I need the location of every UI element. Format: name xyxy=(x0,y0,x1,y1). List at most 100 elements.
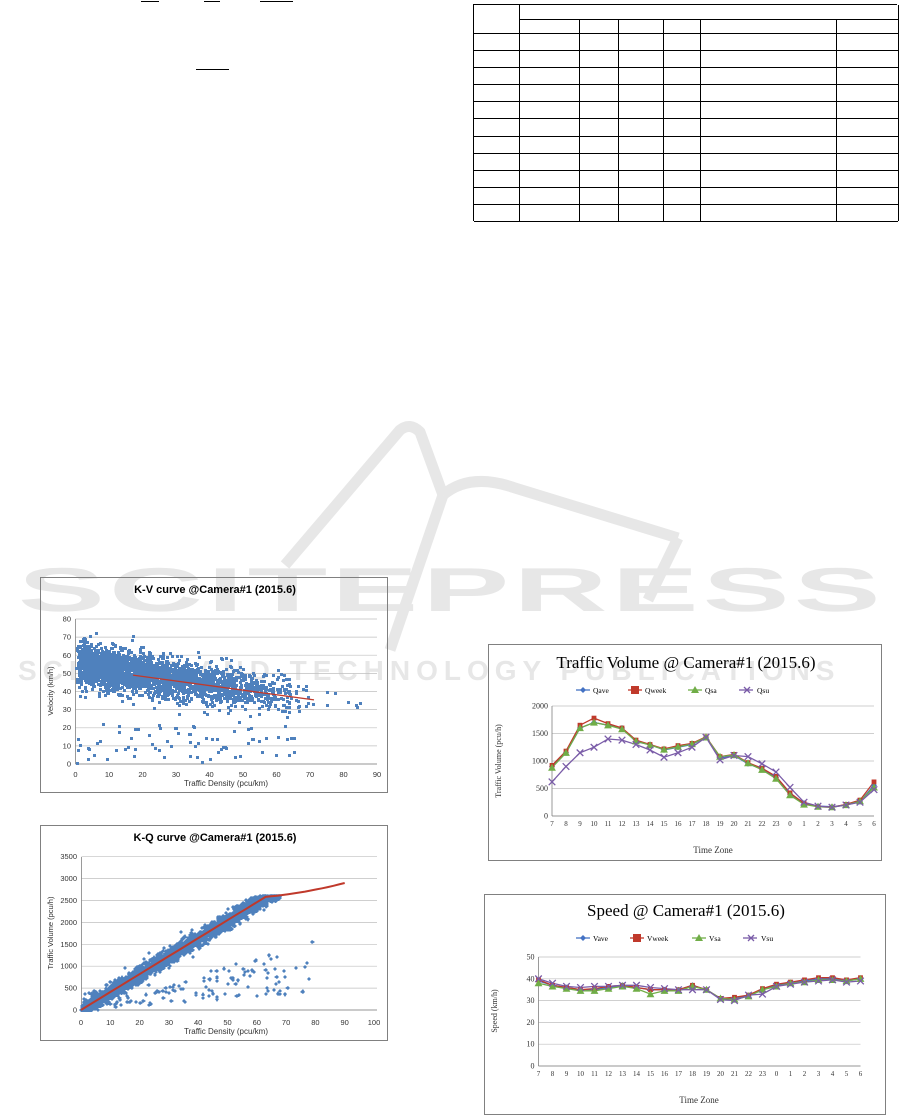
svg-text:17: 17 xyxy=(689,820,697,828)
svg-text:Traffic Density (pcu/km): Traffic Density (pcu/km) xyxy=(184,1027,268,1036)
svg-text:0: 0 xyxy=(544,812,548,821)
svg-text:60: 60 xyxy=(63,651,71,660)
svg-text:7: 7 xyxy=(550,820,554,828)
svg-text:18: 18 xyxy=(689,1070,697,1078)
svg-text:10: 10 xyxy=(577,1070,585,1078)
svg-text:14: 14 xyxy=(633,1070,641,1078)
svg-text:15: 15 xyxy=(647,1070,655,1078)
svg-text:23: 23 xyxy=(773,820,781,828)
svg-text:22: 22 xyxy=(745,1070,753,1078)
svg-text:30: 30 xyxy=(63,705,71,714)
svg-text:20: 20 xyxy=(135,1018,143,1027)
svg-text:1: 1 xyxy=(789,1070,793,1078)
svg-text:0: 0 xyxy=(775,1070,779,1078)
svg-text:40: 40 xyxy=(527,974,535,983)
svg-text:0: 0 xyxy=(73,1006,77,1015)
svg-text:0: 0 xyxy=(788,820,792,828)
svg-text:8: 8 xyxy=(564,820,568,828)
svg-text:100: 100 xyxy=(368,1018,381,1027)
svg-text:Time Zone: Time Zone xyxy=(679,1095,718,1105)
svg-text:3500: 3500 xyxy=(60,852,77,861)
svg-text:70: 70 xyxy=(63,633,71,642)
svg-text:40: 40 xyxy=(194,1018,202,1027)
svg-text:8: 8 xyxy=(551,1070,555,1078)
svg-text:50: 50 xyxy=(63,669,71,678)
svg-text:3000: 3000 xyxy=(60,874,77,883)
svg-text:10: 10 xyxy=(591,820,599,828)
svg-text:80: 80 xyxy=(311,1018,319,1027)
svg-text:14: 14 xyxy=(647,820,655,828)
svg-text:70: 70 xyxy=(282,1018,290,1027)
svg-text:15: 15 xyxy=(661,820,669,828)
svg-text:50: 50 xyxy=(239,770,247,779)
svg-text:13: 13 xyxy=(633,820,641,828)
svg-text:19: 19 xyxy=(703,1070,711,1078)
svg-text:30: 30 xyxy=(165,1018,173,1027)
svg-text:30: 30 xyxy=(527,996,535,1005)
svg-text:70: 70 xyxy=(306,770,314,779)
svg-text:16: 16 xyxy=(661,1070,669,1078)
svg-text:0: 0 xyxy=(67,760,71,769)
svg-text:23: 23 xyxy=(759,1070,767,1078)
svg-text:60: 60 xyxy=(272,770,280,779)
svg-text:Traffic Volume (pcu/h): Traffic Volume (pcu/h) xyxy=(494,724,503,798)
svg-text:1500: 1500 xyxy=(532,729,548,738)
svg-text:90: 90 xyxy=(341,1018,349,1027)
svg-text:1000: 1000 xyxy=(60,962,77,971)
svg-text:Time Zone: Time Zone xyxy=(693,845,732,855)
svg-text:9: 9 xyxy=(565,1070,569,1078)
svg-text:Traffic Density (pcu/km): Traffic Density (pcu/km) xyxy=(184,779,268,788)
svg-text:Velocity (km/h): Velocity (km/h) xyxy=(46,666,55,716)
svg-text:80: 80 xyxy=(63,615,71,624)
svg-text:3: 3 xyxy=(817,1070,821,1078)
svg-text:5: 5 xyxy=(858,820,862,828)
svg-text:12: 12 xyxy=(619,820,627,828)
svg-text:9: 9 xyxy=(578,820,582,828)
svg-text:Traffic Volume (pcu/h): Traffic Volume (pcu/h) xyxy=(46,896,55,969)
svg-text:2: 2 xyxy=(816,820,820,828)
svg-text:17: 17 xyxy=(675,1070,683,1078)
svg-text:13: 13 xyxy=(619,1070,627,1078)
svg-text:1: 1 xyxy=(802,820,806,828)
svg-text:10: 10 xyxy=(105,770,113,779)
svg-text:20: 20 xyxy=(527,1018,535,1027)
svg-text:0: 0 xyxy=(531,1062,535,1071)
svg-text:40: 40 xyxy=(205,770,213,779)
svg-text:7: 7 xyxy=(537,1070,541,1078)
svg-text:2500: 2500 xyxy=(60,896,77,905)
svg-text:90: 90 xyxy=(373,770,381,779)
svg-text:16: 16 xyxy=(675,820,683,828)
svg-text:30: 30 xyxy=(172,770,180,779)
svg-text:500: 500 xyxy=(64,984,77,993)
svg-text:60: 60 xyxy=(253,1018,261,1027)
svg-text:6: 6 xyxy=(859,1070,863,1078)
svg-text:20: 20 xyxy=(138,770,146,779)
svg-text:18: 18 xyxy=(703,820,711,828)
svg-text:21: 21 xyxy=(731,1070,739,1078)
svg-text:500: 500 xyxy=(536,784,548,793)
svg-text:80: 80 xyxy=(339,770,347,779)
svg-text:40: 40 xyxy=(63,687,71,696)
svg-text:20: 20 xyxy=(717,1070,725,1078)
svg-text:50: 50 xyxy=(223,1018,231,1027)
svg-text:22: 22 xyxy=(759,820,767,828)
svg-text:50: 50 xyxy=(527,953,535,962)
svg-text:2000: 2000 xyxy=(532,702,548,711)
svg-text:2000: 2000 xyxy=(60,918,77,927)
svg-text:10: 10 xyxy=(63,741,71,750)
svg-text:11: 11 xyxy=(591,1070,598,1078)
svg-text:12: 12 xyxy=(605,1070,613,1078)
svg-text:3: 3 xyxy=(830,820,834,828)
svg-text:20: 20 xyxy=(63,723,71,732)
svg-text:4: 4 xyxy=(844,820,848,828)
svg-text:0: 0 xyxy=(73,770,77,779)
svg-text:10: 10 xyxy=(106,1018,114,1027)
svg-text:0: 0 xyxy=(79,1018,83,1027)
svg-text:21: 21 xyxy=(745,820,753,828)
svg-text:4: 4 xyxy=(831,1070,835,1078)
svg-text:1000: 1000 xyxy=(532,757,548,766)
svg-text:1500: 1500 xyxy=(60,940,77,949)
svg-text:11: 11 xyxy=(605,820,612,828)
svg-text:6: 6 xyxy=(872,820,876,828)
svg-text:5: 5 xyxy=(845,1070,849,1078)
